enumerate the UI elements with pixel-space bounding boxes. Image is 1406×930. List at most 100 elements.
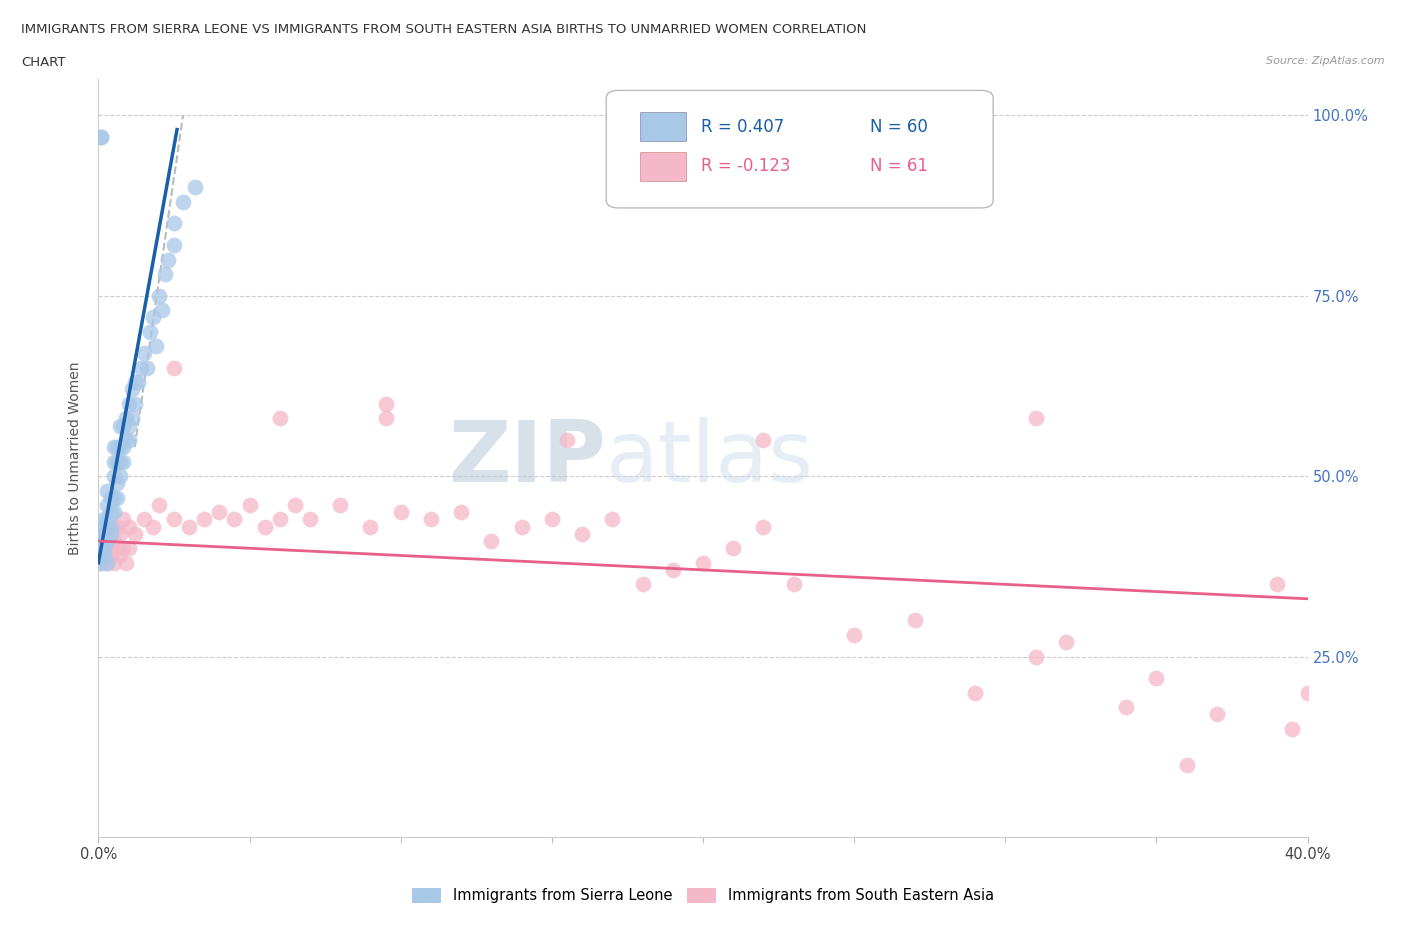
Point bbox=[179, 519, 201, 534]
Point bbox=[163, 512, 186, 526]
Point bbox=[108, 469, 131, 484]
Point bbox=[96, 555, 118, 570]
Point bbox=[90, 129, 112, 144]
Point bbox=[145, 339, 167, 353]
Point bbox=[153, 267, 176, 282]
Point bbox=[208, 505, 231, 520]
Legend: Immigrants from Sierra Leone, Immigrants from South Eastern Asia: Immigrants from Sierra Leone, Immigrants… bbox=[406, 883, 1000, 910]
Point bbox=[93, 526, 115, 541]
Point bbox=[96, 483, 118, 498]
Point bbox=[571, 526, 593, 541]
Point bbox=[844, 628, 866, 643]
Point bbox=[1296, 685, 1319, 700]
Point bbox=[124, 396, 146, 411]
Point bbox=[510, 519, 533, 534]
Point bbox=[163, 360, 186, 375]
Point bbox=[114, 432, 136, 447]
Point bbox=[111, 418, 134, 433]
Text: CHART: CHART bbox=[21, 56, 66, 69]
Point bbox=[103, 555, 125, 570]
Point bbox=[89, 555, 111, 570]
Point bbox=[108, 440, 131, 455]
Point bbox=[118, 432, 141, 447]
Point bbox=[96, 498, 118, 512]
Point bbox=[105, 490, 128, 505]
Text: N = 60: N = 60 bbox=[870, 118, 928, 136]
Point bbox=[540, 512, 562, 526]
Point bbox=[93, 526, 115, 541]
Point bbox=[111, 440, 134, 455]
Point bbox=[103, 505, 125, 520]
Point bbox=[284, 498, 307, 512]
Point bbox=[93, 548, 115, 563]
Point bbox=[118, 519, 141, 534]
Point bbox=[124, 526, 146, 541]
Point bbox=[148, 288, 170, 303]
Point bbox=[1267, 577, 1289, 591]
Point bbox=[723, 541, 745, 556]
Point bbox=[374, 411, 396, 426]
Point bbox=[103, 454, 125, 469]
Point bbox=[121, 382, 143, 397]
Point bbox=[481, 534, 503, 549]
Point bbox=[124, 375, 146, 390]
Point bbox=[121, 411, 143, 426]
Point bbox=[100, 490, 122, 505]
Point bbox=[1024, 411, 1046, 426]
Point bbox=[96, 534, 118, 549]
Point bbox=[93, 541, 115, 556]
Point bbox=[269, 512, 291, 526]
Point bbox=[100, 505, 122, 520]
Point bbox=[783, 577, 806, 591]
Point bbox=[100, 548, 122, 563]
Point bbox=[105, 454, 128, 469]
Point bbox=[90, 555, 112, 570]
Point bbox=[111, 454, 134, 469]
Point bbox=[752, 519, 775, 534]
Point bbox=[103, 440, 125, 455]
Point bbox=[105, 519, 128, 534]
Point bbox=[156, 252, 179, 267]
Point bbox=[103, 534, 125, 549]
Point bbox=[1115, 699, 1137, 714]
Y-axis label: Births to Unmarried Women: Births to Unmarried Women bbox=[69, 361, 83, 555]
Point bbox=[163, 216, 186, 231]
Point bbox=[105, 476, 128, 491]
Point bbox=[111, 541, 134, 556]
Point bbox=[108, 454, 131, 469]
Text: R = 0.407: R = 0.407 bbox=[700, 118, 783, 136]
Point bbox=[90, 129, 112, 144]
Point bbox=[135, 360, 157, 375]
Point bbox=[108, 418, 131, 433]
Point bbox=[555, 432, 578, 447]
Point bbox=[103, 490, 125, 505]
Point bbox=[904, 613, 927, 628]
Point bbox=[1281, 722, 1303, 737]
Point bbox=[193, 512, 215, 526]
Point bbox=[1175, 757, 1198, 772]
Point bbox=[100, 526, 122, 541]
Point bbox=[90, 534, 112, 549]
Point bbox=[132, 512, 155, 526]
Point bbox=[105, 440, 128, 455]
Point bbox=[172, 194, 194, 209]
Text: N = 61: N = 61 bbox=[870, 157, 928, 175]
Text: IMMIGRANTS FROM SIERRA LEONE VS IMMIGRANTS FROM SOUTH EASTERN ASIA BIRTHS TO UNM: IMMIGRANTS FROM SIERRA LEONE VS IMMIGRAN… bbox=[21, 23, 866, 36]
Point bbox=[299, 512, 322, 526]
FancyBboxPatch shape bbox=[640, 152, 686, 180]
Point bbox=[450, 505, 472, 520]
Point bbox=[139, 325, 162, 339]
Point bbox=[269, 411, 291, 426]
Point bbox=[96, 534, 118, 549]
Point bbox=[360, 519, 382, 534]
Point bbox=[602, 512, 624, 526]
Point bbox=[118, 396, 141, 411]
Text: R = -0.123: R = -0.123 bbox=[700, 157, 790, 175]
Point bbox=[93, 548, 115, 563]
Point bbox=[100, 519, 122, 534]
Point bbox=[329, 498, 352, 512]
Point bbox=[163, 238, 186, 253]
Point bbox=[239, 498, 262, 512]
Point bbox=[108, 526, 131, 541]
Point bbox=[150, 302, 173, 317]
